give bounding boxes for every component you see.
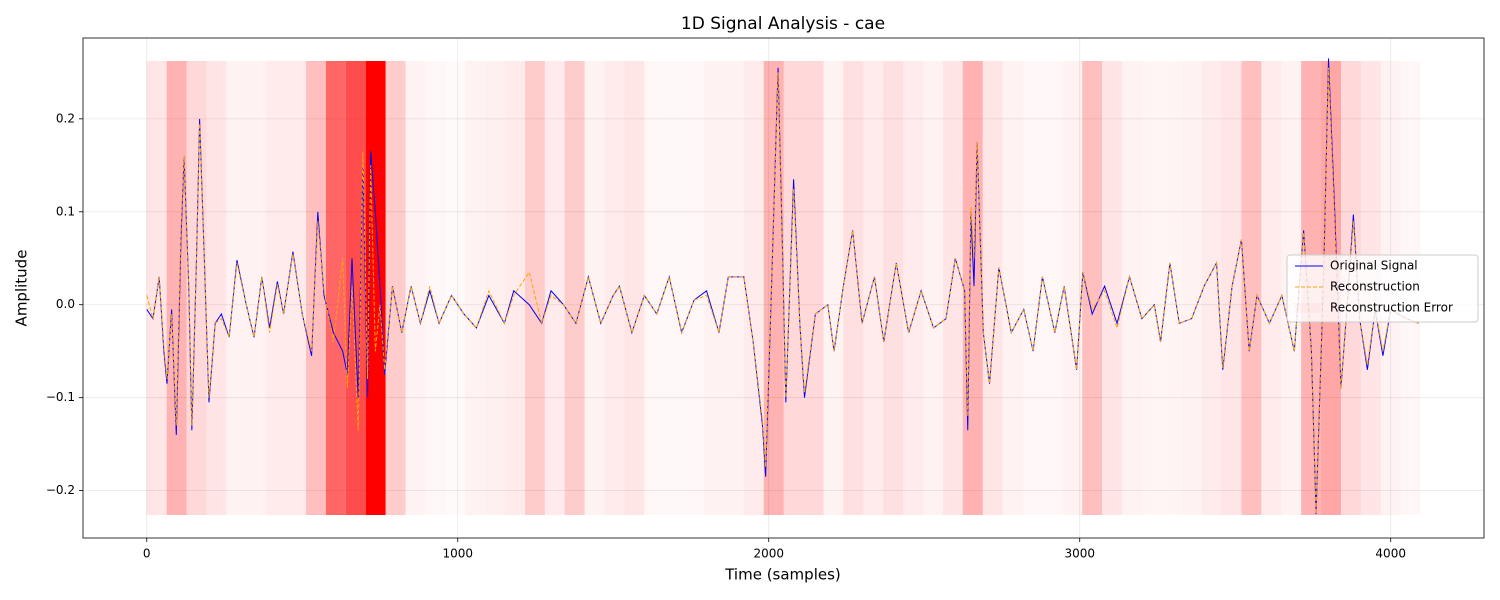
error-span: [863, 61, 884, 515]
error-span: [465, 61, 486, 515]
error-span: [743, 61, 764, 515]
plot-frame: [82, 37, 1485, 539]
error-span: [1062, 61, 1083, 515]
error-span: [1102, 61, 1123, 515]
error-span: [425, 61, 445, 515]
error-span: [385, 61, 406, 515]
error-span: [564, 61, 585, 515]
error-span: [704, 61, 724, 515]
error-span: [942, 61, 963, 515]
y-tick-label: −0.2: [46, 483, 75, 497]
error-span: [146, 61, 167, 515]
x-axis-label: Time (samples): [724, 566, 841, 584]
error-span: [783, 61, 804, 515]
error-span: [1022, 61, 1042, 515]
error-span: [325, 61, 346, 515]
y-tick-label: 0.1: [56, 204, 75, 218]
error-span: [485, 61, 506, 515]
error-span: [1161, 61, 1182, 515]
error-span: [843, 61, 864, 515]
error-span: [226, 61, 247, 515]
y-axis-label: Amplitude: [13, 250, 31, 327]
x-tick-label: 1000: [442, 547, 473, 561]
error-span: [883, 61, 904, 515]
error-span: [445, 61, 465, 515]
error-span: [1241, 61, 1262, 515]
error-span: [922, 61, 943, 515]
legend-label: Reconstruction: [1330, 280, 1420, 294]
error-span: [604, 61, 625, 515]
error-span: [1261, 61, 1282, 515]
error-span: [684, 61, 704, 515]
legend-box: [1286, 254, 1479, 323]
error-span: [505, 61, 525, 515]
error-span: [763, 61, 784, 515]
plot-area: [146, 58, 1419, 515]
error-span: [305, 61, 326, 515]
error-span: [1181, 61, 1202, 515]
chart-title: 1D Signal Analysis - cae: [681, 14, 885, 34]
error-span: [405, 61, 426, 515]
error-span: [1082, 61, 1103, 515]
error-span: [1141, 61, 1162, 515]
error-span: [624, 61, 645, 515]
error-span: [166, 61, 187, 515]
x-tick-label: 0: [143, 547, 151, 561]
error-span: [186, 61, 207, 515]
x-tick-label: 2000: [753, 547, 784, 561]
y-tick-label: 0.2: [56, 111, 75, 125]
legend-label: Original Signal: [1330, 259, 1418, 273]
legend-swatch: [1295, 303, 1323, 313]
error-span: [1002, 61, 1023, 515]
error-span: [584, 61, 605, 515]
error-span: [544, 61, 565, 515]
error-span: [1201, 61, 1222, 515]
legend: Original Signal Reconstruction Reconstruct…: [1286, 254, 1479, 323]
error-span: [246, 61, 267, 515]
y-tick-label: 0.0: [56, 297, 75, 311]
error-span: [345, 61, 366, 515]
x-tick-label: 4000: [1375, 547, 1406, 561]
error-span: [664, 61, 684, 515]
error-span: [962, 61, 983, 515]
legend-label: Reconstruction Error: [1330, 301, 1453, 315]
error-span: [723, 61, 744, 515]
error-span: [982, 61, 1003, 515]
error-span: [803, 61, 824, 515]
error-span: [1122, 61, 1142, 515]
error-span: [823, 61, 844, 515]
x-tick-label: 3000: [1064, 547, 1095, 561]
error-span: [644, 61, 664, 515]
y-tick-label: −0.1: [46, 390, 75, 404]
error-span: [524, 61, 545, 515]
error-span: [206, 61, 227, 515]
error-span: [286, 61, 306, 515]
error-span: [903, 61, 923, 515]
